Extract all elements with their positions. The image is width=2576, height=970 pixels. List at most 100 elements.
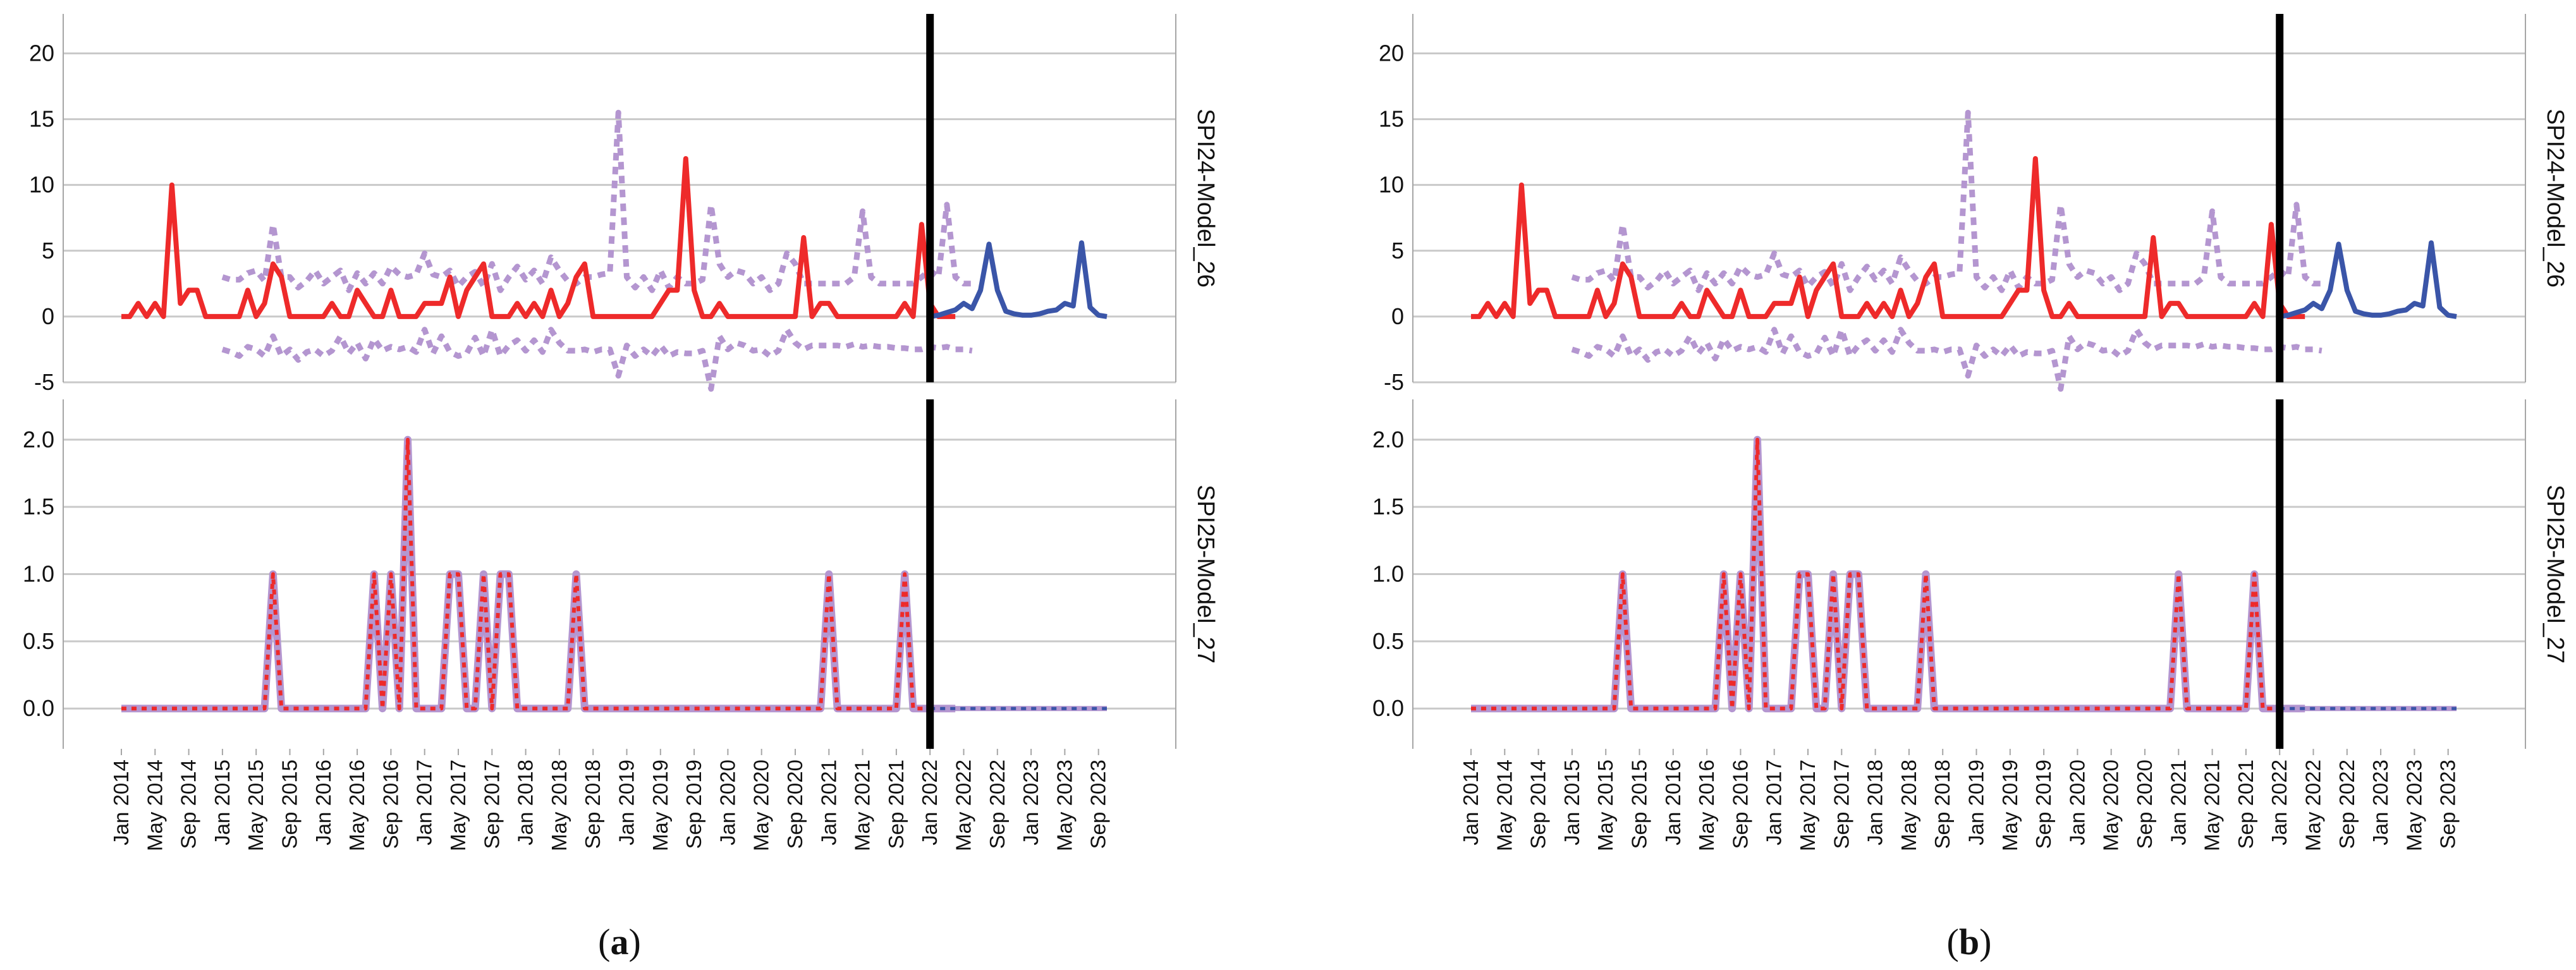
x-tick-label: May 2023 — [1053, 760, 1076, 851]
x-tick-label: Sep 2015 — [278, 760, 302, 849]
caption-letter: a — [611, 921, 629, 962]
y-tick-label: 20 — [29, 40, 54, 66]
y-tick-label: 1.5 — [1372, 494, 1404, 519]
x-tick-label: Jan 2018 — [514, 760, 537, 846]
x-tick-label: May 2020 — [750, 760, 773, 851]
y-tick-label: 10 — [29, 172, 54, 198]
x-tick-label: May 2021 — [851, 760, 874, 851]
x-tick-label: Jan 2022 — [918, 760, 941, 846]
x-tick-label: May 2015 — [1594, 760, 1617, 851]
x-tick-label: Jan 2016 — [1661, 760, 1685, 846]
x-tick-label: May 2018 — [547, 760, 571, 851]
x-tick-label: May 2019 — [649, 760, 672, 851]
x-axis: Jan 2014 May 2014 Sep 2014 Jan 2015 May 2015… — [1459, 749, 2460, 851]
x-tick-label: Sep 2020 — [2133, 760, 2156, 849]
x-tick-label: May 2017 — [1796, 760, 1819, 851]
x-tick-label: Sep 2015 — [1628, 760, 1651, 849]
x-tick-label: Jan 2015 — [1560, 760, 1584, 846]
x-tick-label: Jan 2019 — [615, 760, 638, 846]
y-tick-label: 15 — [1379, 106, 1404, 132]
x-tick-label: Sep 2016 — [1728, 760, 1752, 849]
y-tick-label: 2.0 — [1372, 427, 1404, 452]
x-tick-label: Sep 2018 — [1931, 760, 1954, 849]
y-tick-label: 2.0 — [23, 427, 54, 452]
x-tick-label: Sep 2023 — [2436, 760, 2460, 849]
y-tick-label: 1.0 — [1372, 561, 1404, 587]
y-tick-label: -5 — [1384, 369, 1404, 395]
x-tick-label: May 2016 — [1695, 760, 1718, 851]
subplot-2: 0.0 0.5 1.0 1.5 2.0 SPI25-Model_27 — [1372, 399, 2568, 749]
x-tick-label: Jan 2014 — [1459, 760, 1482, 846]
lower-bound-line — [1571, 327, 2323, 392]
x-tick-label: Sep 2016 — [379, 760, 402, 849]
y-axis-label: SPI25-Model_27 — [1192, 485, 1219, 664]
x-tick-label: Jan 2017 — [413, 760, 436, 846]
panel-caption: (b) — [1947, 921, 1992, 962]
observed-line — [121, 437, 956, 711]
x-tick-label: Sep 2019 — [682, 760, 705, 849]
x-tick-label: Jan 2021 — [817, 760, 840, 846]
y-tick-label: 5 — [1391, 238, 1404, 264]
subplot-2: 0.0 0.5 1.0 1.5 2.0 SPI25-Model_27 — [23, 399, 1219, 749]
x-tick-label: May 2022 — [2302, 760, 2325, 851]
forecast-line — [929, 240, 1108, 319]
caption-open: ( — [1947, 921, 1959, 962]
y-tick-label: 1.5 — [23, 494, 54, 519]
subplot-1: -5 0 5 10 15 20 SPI24-Model_26 — [29, 14, 1219, 395]
observed-line — [1471, 156, 2305, 319]
caption-letter: b — [1959, 921, 1979, 962]
chart-panel-a: -5 0 5 10 15 20 SPI24-Model_26 0.0 0.5 1.0 1.5 2.0 S… — [23, 14, 1219, 962]
x-tick-label: Sep 2021 — [884, 760, 908, 849]
lower-bound-line — [221, 327, 973, 392]
x-tick-label: Jan 2015 — [211, 760, 234, 846]
x-tick-label: Sep 2019 — [2032, 760, 2055, 849]
x-tick-label: Jan 2016 — [312, 760, 335, 846]
x-tick-label: May 2018 — [1897, 760, 1920, 851]
x-tick-label: Jan 2017 — [1762, 760, 1786, 846]
x-tick-label: May 2020 — [2099, 760, 2123, 851]
y-tick-label: -5 — [34, 369, 54, 395]
caption-close: ) — [629, 921, 641, 962]
y-axis-label: SPI24-Model_26 — [1192, 109, 1219, 288]
x-tick-label: May 2016 — [345, 760, 369, 851]
x-tick-label: May 2019 — [1998, 760, 2022, 851]
chart-panel-b: -5 0 5 10 15 20 SPI24-Model_26 0.0 0.5 1.0 1.5 2.0 S… — [1372, 14, 2568, 962]
x-tick-label: Sep 2014 — [1527, 760, 1550, 849]
x-tick-label: May 2017 — [446, 760, 470, 851]
upper-bound-line — [1571, 109, 2322, 293]
x-tick-label: May 2014 — [143, 760, 166, 851]
x-tick-label: Sep 2017 — [1829, 760, 1853, 849]
y-tick-label: 0.5 — [23, 628, 54, 654]
x-tick-label: Sep 2014 — [177, 760, 200, 849]
x-tick-label: May 2014 — [1492, 760, 1516, 851]
y-tick-label: 15 — [29, 106, 54, 132]
y-tick-label: 0.0 — [23, 695, 54, 721]
x-tick-label: Jan 2018 — [1864, 760, 1887, 846]
x-tick-label: May 2021 — [2201, 760, 2224, 851]
x-tick-label: Jan 2021 — [2166, 760, 2190, 846]
x-axis: Jan 2014 May 2014 Sep 2014 Jan 2015 May 2015… — [109, 749, 1110, 851]
x-tick-label: Sep 2017 — [480, 760, 503, 849]
x-tick-label: Sep 2021 — [2234, 760, 2257, 849]
y-axis-label: SPI24-Model_26 — [2542, 109, 2568, 288]
x-tick-label: Jan 2014 — [109, 760, 133, 846]
panel-caption: (a) — [598, 921, 641, 962]
x-tick-label: Sep 2022 — [986, 760, 1009, 849]
subplot-1: -5 0 5 10 15 20 SPI24-Model_26 — [1379, 14, 2568, 395]
y-tick-label: 10 — [1379, 172, 1404, 198]
y-tick-label: 0.5 — [1372, 628, 1404, 654]
x-tick-label: Jan 2022 — [2268, 760, 2291, 846]
y-axis-label: SPI25-Model_27 — [2542, 485, 2568, 664]
forecast-line — [2279, 240, 2457, 319]
x-tick-label: Sep 2022 — [2335, 760, 2359, 849]
x-tick-label: Jan 2020 — [716, 760, 739, 846]
x-tick-label: May 2022 — [952, 760, 975, 851]
x-tick-label: Jan 2019 — [1965, 760, 1988, 846]
x-tick-label: Sep 2018 — [581, 760, 604, 849]
x-tick-label: Jan 2023 — [1019, 760, 1042, 846]
x-tick-label: Jan 2020 — [2065, 760, 2089, 846]
x-tick-label: May 2015 — [244, 760, 267, 851]
observed-line — [1471, 437, 2305, 711]
x-tick-label: Jan 2023 — [2369, 760, 2392, 846]
